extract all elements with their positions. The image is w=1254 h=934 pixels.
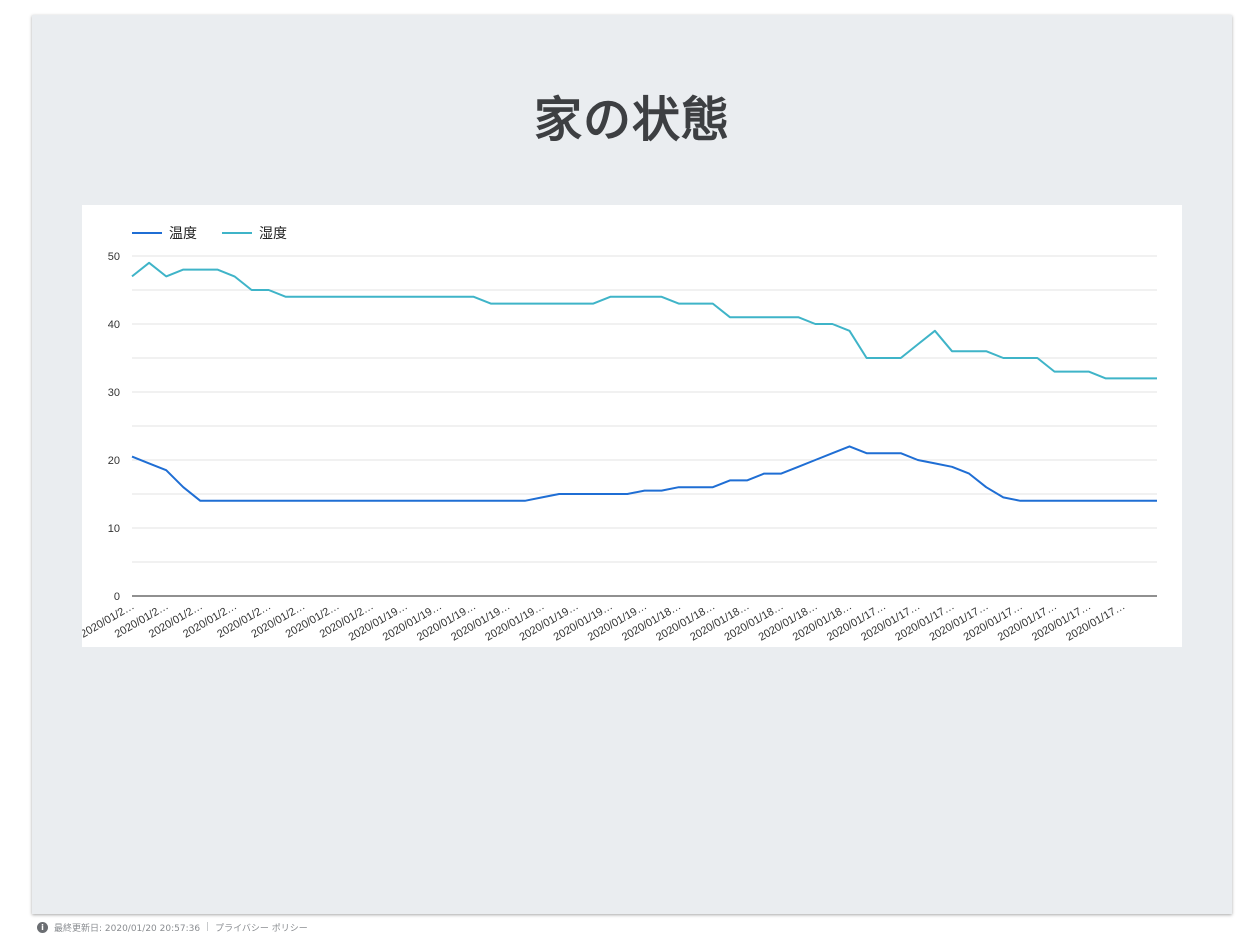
y-tick-label: 0 [114,591,120,603]
y-tick-label: 30 [108,387,120,399]
series-line-1 [131,445,1157,502]
footer-separator: | [206,922,210,932]
legend: 温度 湿度 [132,226,287,242]
info-icon: i [37,921,48,933]
privacy-policy-link[interactable]: プライバシー ポリシー [215,923,308,934]
x-axis-ticks: 2020/01/2…2020/01/2…2020/01/2…2020/01/2…… [82,600,1127,643]
series-lines [131,261,1157,502]
grid-lines [132,255,1157,563]
legend-label: 温度 [169,226,197,242]
y-tick-label: 40 [108,319,120,331]
report-page: 家の状態 0 10 20 30 40 50 2020/01/2… 2020/01/2… 202… [32,15,1232,914]
y-tick-label: 50 [108,251,120,263]
x-tick-label: 2020/01/17… [1064,600,1127,643]
series-line-2 [131,261,1157,380]
y-tick-label: 10 [108,523,120,535]
y-axis-ticks: 0 10 20 30 40 50 [108,251,120,603]
last-updated-text: 最終更新日: 2020/01/20 20:57:36 [54,923,201,934]
line-chart: 0 10 20 30 40 50 2020/01/2… 2020/01/2… 2020/01/… [82,205,1182,647]
y-tick-label: 20 [108,455,120,467]
legend-label: 湿度 [259,226,287,242]
footer: i 最終更新日: 2020/01/20 20:57:36 | プライバシー ポリ… [37,921,308,934]
report-title: 家の状態 [533,92,730,148]
chart-svg: 0 10 20 30 40 50 2020/01/2…2020/01/2…2020/01/… [82,226,1157,644]
